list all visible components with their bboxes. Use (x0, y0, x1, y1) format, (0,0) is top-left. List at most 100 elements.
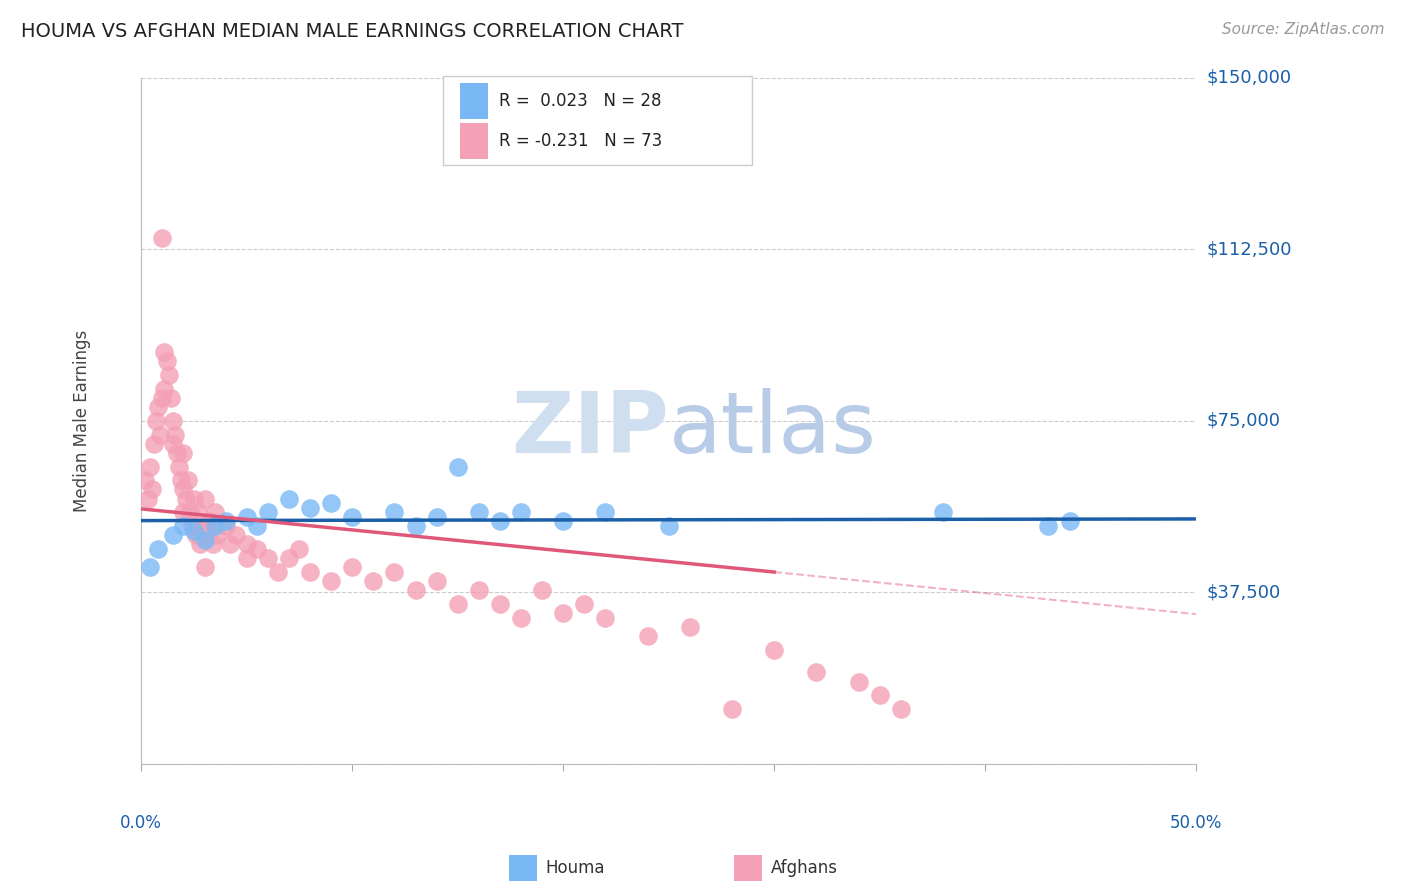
Point (150, 391, 173, 405)
Point (468, 505, 491, 519)
Point (637, 629, 659, 643)
Point (363, 574, 385, 588)
Point (172, 483, 194, 497)
Text: Houma: Houma (546, 859, 605, 877)
Point (193, 491, 215, 506)
Point (201, 537, 224, 551)
Point (145, 414, 167, 428)
Point (257, 505, 280, 519)
Point (288, 541, 311, 556)
Point (679, 620, 702, 634)
Point (195, 528, 218, 542)
Point (187, 505, 209, 519)
Point (150, 230, 173, 244)
Point (163, 427, 186, 442)
Text: Afghans: Afghans (770, 859, 838, 877)
Point (146, 400, 169, 414)
Point (136, 491, 159, 506)
Point (342, 509, 364, 524)
Point (138, 459, 160, 474)
Point (468, 583, 491, 598)
Point (141, 483, 163, 497)
Point (869, 689, 891, 703)
Point (384, 505, 406, 519)
Point (278, 491, 301, 506)
Point (225, 528, 247, 542)
Point (426, 509, 449, 524)
Text: $150,000: $150,000 (1206, 69, 1292, 87)
Text: $75,000: $75,000 (1206, 412, 1281, 430)
Point (172, 519, 194, 533)
Point (321, 574, 343, 588)
Point (172, 446, 194, 460)
Text: R =  0.023   N = 28: R = 0.023 N = 28 (499, 92, 662, 110)
Point (426, 574, 449, 588)
Point (218, 537, 240, 551)
Point (932, 505, 955, 519)
Point (763, 642, 786, 657)
Point (170, 473, 193, 487)
Text: ZIP: ZIP (510, 388, 669, 472)
Point (149, 427, 172, 442)
Text: HOUMA VS AFGHAN MEDIAN MALE EARNINGS CORRELATION CHART: HOUMA VS AFGHAN MEDIAN MALE EARNINGS COR… (21, 22, 683, 41)
Point (183, 524, 205, 538)
Point (447, 597, 470, 611)
Point (134, 473, 156, 487)
Point (162, 528, 184, 542)
Point (214, 519, 236, 533)
Point (721, 702, 744, 716)
Point (405, 519, 427, 533)
Point (159, 391, 181, 405)
Text: $37,500: $37,500 (1206, 583, 1281, 601)
Text: R = -0.231   N = 73: R = -0.231 N = 73 (499, 132, 662, 150)
Point (184, 528, 207, 542)
Point (155, 354, 177, 368)
Point (166, 446, 188, 460)
Point (890, 702, 912, 716)
Point (174, 491, 197, 506)
Point (553, 515, 575, 529)
Point (658, 519, 681, 533)
Point (167, 459, 190, 474)
Point (162, 436, 184, 450)
Point (595, 505, 617, 519)
Point (235, 537, 257, 551)
Point (246, 541, 269, 556)
Point (806, 665, 828, 680)
Point (179, 505, 201, 519)
Point (257, 551, 280, 566)
Point (489, 597, 512, 611)
Point (595, 610, 617, 624)
Point (299, 500, 322, 515)
Point (342, 560, 364, 574)
Point (246, 519, 269, 533)
Point (1059, 515, 1081, 529)
Point (205, 528, 228, 542)
Point (278, 551, 301, 566)
Point (188, 537, 211, 551)
Point (489, 515, 512, 529)
Point (142, 436, 165, 450)
Text: 0.0%: 0.0% (121, 814, 162, 832)
Point (183, 491, 205, 506)
Point (510, 610, 533, 624)
Point (193, 519, 215, 533)
Point (510, 505, 533, 519)
Text: Source: ZipAtlas.com: Source: ZipAtlas.com (1222, 22, 1385, 37)
Point (153, 345, 176, 359)
Point (146, 541, 169, 556)
Text: Median Male Earnings: Median Male Earnings (73, 330, 91, 512)
Point (1038, 519, 1060, 533)
Point (267, 565, 290, 579)
Point (235, 509, 257, 524)
Point (197, 515, 219, 529)
Point (447, 459, 470, 474)
Point (162, 414, 184, 428)
Point (176, 473, 198, 487)
Point (204, 519, 226, 533)
Point (214, 515, 236, 529)
Point (157, 368, 180, 382)
Point (299, 565, 322, 579)
Text: $112,500: $112,500 (1206, 240, 1292, 258)
Point (204, 505, 226, 519)
